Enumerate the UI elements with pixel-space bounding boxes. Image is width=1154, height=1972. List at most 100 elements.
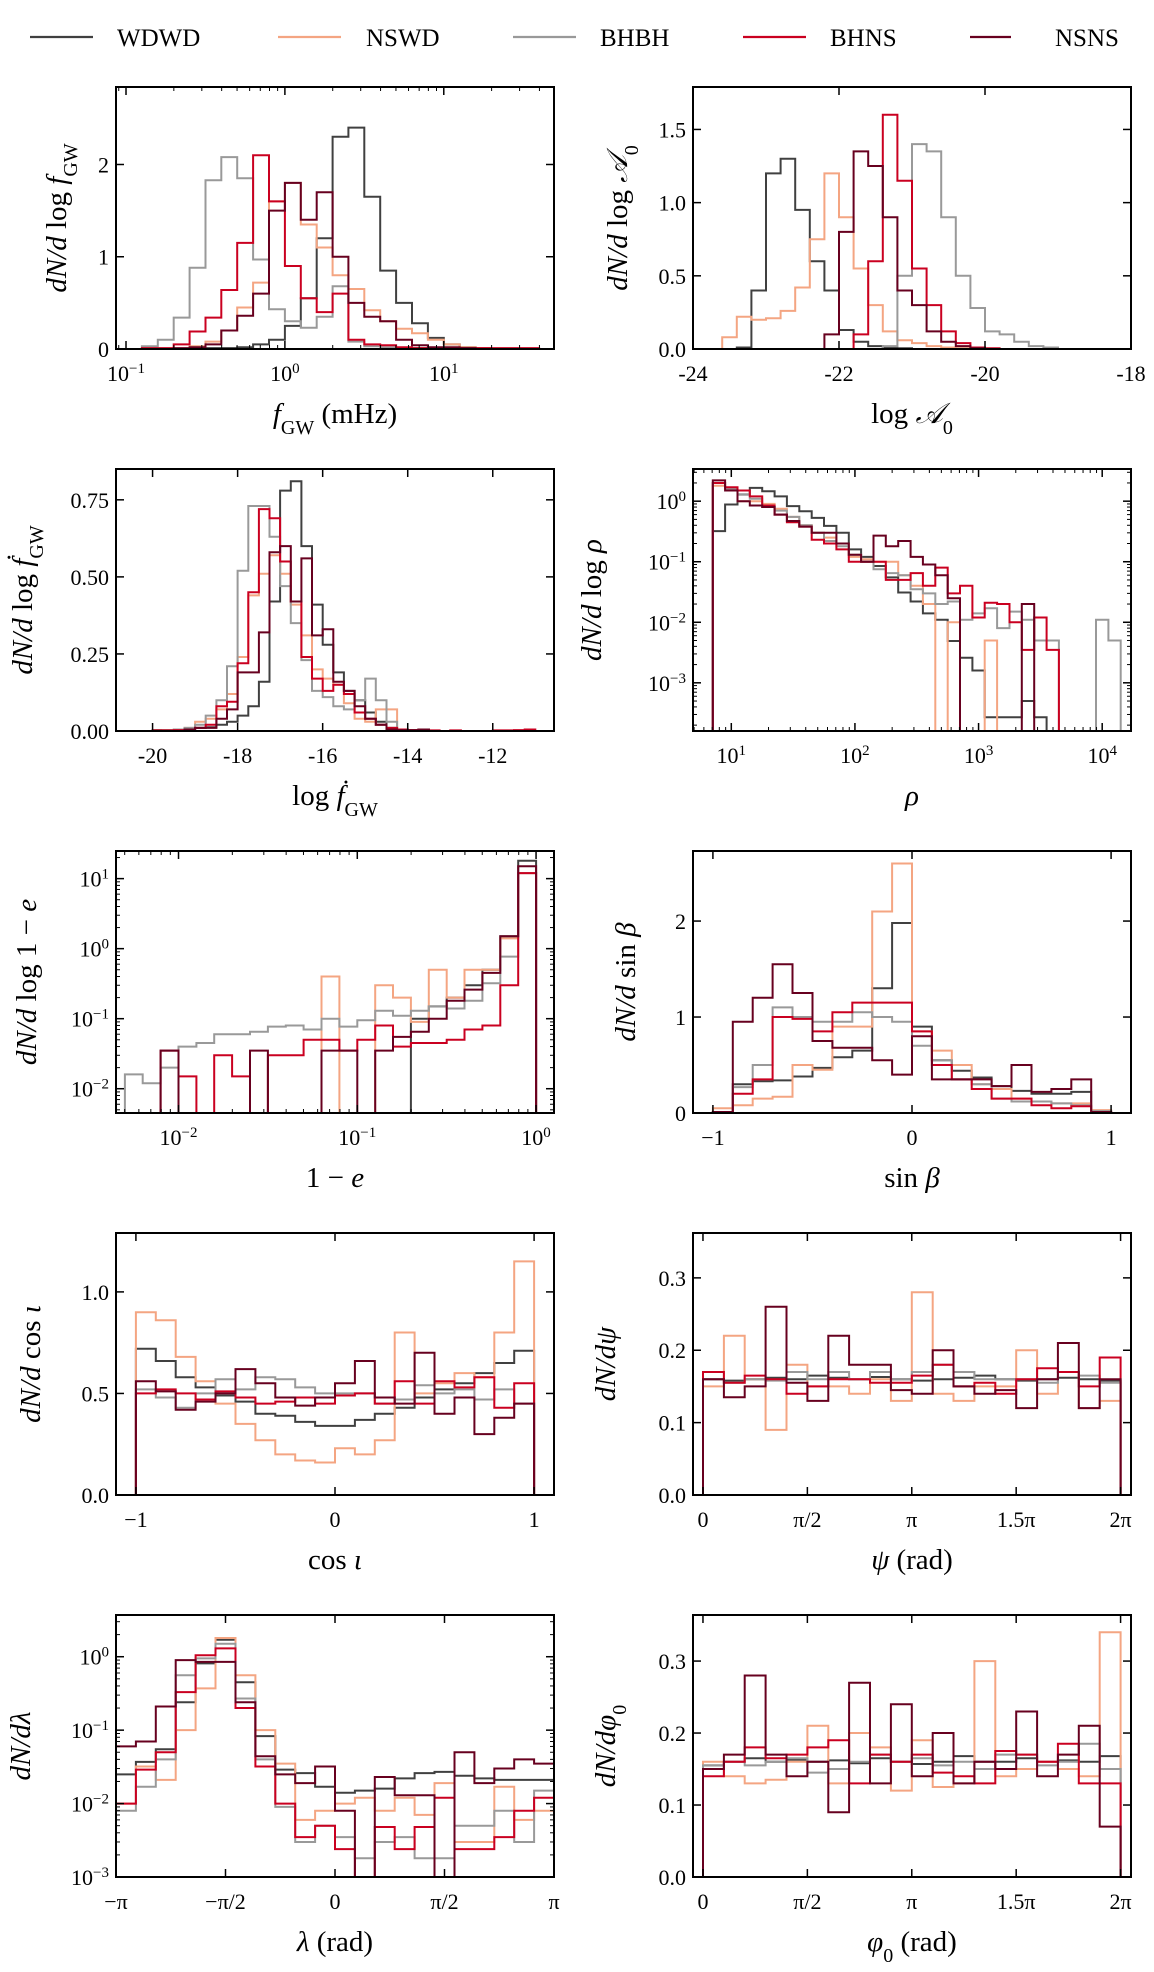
legend-label: WDWD bbox=[117, 25, 200, 52]
histogram-bhbh bbox=[721, 143, 1074, 349]
x-tick-label: −π/2 bbox=[205, 1889, 246, 1914]
axes-frame bbox=[115, 468, 555, 732]
ticks bbox=[116, 1233, 554, 1496]
y-tick-label: 1.0 bbox=[82, 1280, 110, 1305]
y-tick-label: 1.0 bbox=[659, 191, 687, 216]
histogram-bhns bbox=[159, 872, 538, 1113]
ticks bbox=[116, 851, 554, 1113]
y-tick-label: 0.0 bbox=[659, 1483, 687, 1508]
x-tick-label: 100 bbox=[521, 1125, 551, 1150]
histogram-nsns bbox=[702, 1674, 1122, 1877]
histogram-nsns bbox=[134, 1351, 536, 1495]
y-tick-label: 0.0 bbox=[82, 1483, 110, 1508]
histograms bbox=[702, 1631, 1122, 1877]
axes-frame bbox=[692, 468, 1132, 732]
legend-label: BHBH bbox=[600, 25, 669, 52]
y-tick-label: 0.0 bbox=[659, 1865, 687, 1890]
x-tick-label: π/2 bbox=[793, 1889, 821, 1914]
x-tick-label: −1 bbox=[701, 1125, 724, 1150]
histograms bbox=[711, 479, 1122, 731]
x-tick-label: 10−1 bbox=[338, 1125, 376, 1150]
x-tick-label: 1.5π bbox=[997, 1507, 1036, 1532]
histogram-bhbh bbox=[134, 1376, 536, 1495]
panel-2: -24 -22 -20 -18 0.0 0.5 1.0 1.5 log 𝒜0 dN/d log 𝒜… bbox=[602, 86, 1146, 439]
y-axis-label: dN/d cos ι bbox=[15, 1305, 47, 1423]
histograms bbox=[702, 1291, 1122, 1495]
y-tick-label: 1 bbox=[675, 1005, 686, 1030]
y-tick-label: 100 bbox=[80, 1645, 110, 1670]
x-tick-label: -24 bbox=[678, 361, 707, 386]
y-tick-label: 10−3 bbox=[71, 1865, 109, 1890]
y-tick-label: 0 bbox=[675, 1101, 686, 1126]
y-tick-label: 0.2 bbox=[659, 1338, 687, 1363]
histograms bbox=[721, 113, 1074, 349]
y-tick-label: 100 bbox=[657, 489, 687, 514]
ticks bbox=[693, 1615, 1131, 1878]
x-axis-label: fGW (mHz) bbox=[273, 398, 397, 439]
y-tick-label: 10−1 bbox=[648, 550, 686, 575]
histogram-bhbh bbox=[151, 505, 537, 731]
histogram-bhns bbox=[140, 154, 541, 349]
y-tick-label: 0.3 bbox=[659, 1266, 687, 1291]
legend-item-wdwd: WDWD bbox=[30, 25, 200, 52]
y-axis-label: dN/dφ0 bbox=[590, 1705, 631, 1787]
panel-10: 0 π/2 π 1.5π 2π 0.0 0.1 0.2 0.3 φ0 (rad) dN/dφ0 bbox=[590, 1614, 1132, 1967]
x-tick-label: 2π bbox=[1110, 1507, 1132, 1532]
y-axis-label: dN/d sin β bbox=[610, 922, 642, 1042]
histograms bbox=[116, 1637, 554, 1877]
y-tick-label: 10−1 bbox=[71, 1007, 109, 1032]
ticks bbox=[116, 87, 554, 350]
y-tick-label: 0.50 bbox=[71, 565, 110, 590]
y-axis-label: dN/dλ bbox=[5, 1712, 37, 1781]
y-tick-label: 0.1 bbox=[659, 1411, 687, 1436]
x-tick-label: -20 bbox=[138, 743, 167, 768]
x-tick-label: 1 bbox=[1106, 1125, 1117, 1150]
y-axis-label: dN/d log fGW bbox=[41, 143, 82, 292]
x-tick-label: 2π bbox=[1110, 1889, 1132, 1914]
histograms bbox=[151, 480, 537, 731]
histogram-wdwd bbox=[140, 126, 541, 349]
y-axis-label: dN/d log ḟGW bbox=[6, 525, 48, 674]
y-tick-label: 1 bbox=[98, 245, 109, 270]
x-tick-label: 102 bbox=[840, 743, 870, 768]
x-tick-label: 0 bbox=[697, 1507, 708, 1532]
x-tick-label: -14 bbox=[393, 743, 422, 768]
x-tick-label: 10−2 bbox=[160, 1125, 198, 1150]
x-axis-label: cos ι bbox=[308, 1544, 362, 1576]
y-tick-label: 101 bbox=[80, 867, 110, 892]
y-tick-label: 2 bbox=[98, 152, 109, 177]
y-tick-label: 2 bbox=[675, 909, 686, 934]
x-tick-label: π/2 bbox=[430, 1889, 458, 1914]
ticks bbox=[115, 1615, 555, 1878]
y-tick-label: 10−2 bbox=[648, 610, 686, 635]
histogram-nsns bbox=[151, 545, 537, 731]
y-tick-label: 0.2 bbox=[659, 1721, 687, 1746]
legend-item-nsns: NSNS bbox=[970, 25, 1119, 52]
panel-7: −1 0 1 0.0 0.5 1.0 cos ι dN/d cos ι bbox=[15, 1232, 555, 1576]
legend-label: NSWD bbox=[366, 25, 440, 52]
x-axis-label: ψ (rad) bbox=[871, 1544, 953, 1576]
x-tick-label: 10−1 bbox=[107, 361, 145, 386]
x-tick-label: 103 bbox=[964, 743, 994, 768]
panel-9: −π −π/2 0 π/2 π 10−3 10−2 10−1 100 λ (rad) dN/dλ bbox=[5, 1614, 560, 1958]
x-tick-label: 100 bbox=[270, 361, 300, 386]
y-tick-label: 100 bbox=[80, 937, 110, 962]
x-tick-label: -18 bbox=[1116, 361, 1145, 386]
histogram-wdwd bbox=[721, 157, 1074, 349]
x-tick-label: -12 bbox=[478, 743, 507, 768]
histogram-nsns bbox=[702, 1305, 1122, 1495]
histogram-nswd bbox=[134, 1260, 536, 1495]
x-axis-label: 1 − e bbox=[306, 1162, 364, 1194]
histogram-nswd bbox=[140, 181, 541, 349]
y-tick-label: 0 bbox=[98, 337, 109, 362]
histogram-bhns bbox=[116, 1647, 554, 1877]
histogram-bhbh bbox=[140, 156, 541, 349]
histogram-wdwd bbox=[116, 1638, 554, 1877]
x-tick-label: 0 bbox=[330, 1889, 341, 1914]
x-tick-label: 1 bbox=[529, 1507, 540, 1532]
histogram-bhns bbox=[711, 482, 1060, 731]
x-tick-label: π bbox=[906, 1507, 917, 1532]
x-tick-label: 1.5π bbox=[997, 1889, 1036, 1914]
